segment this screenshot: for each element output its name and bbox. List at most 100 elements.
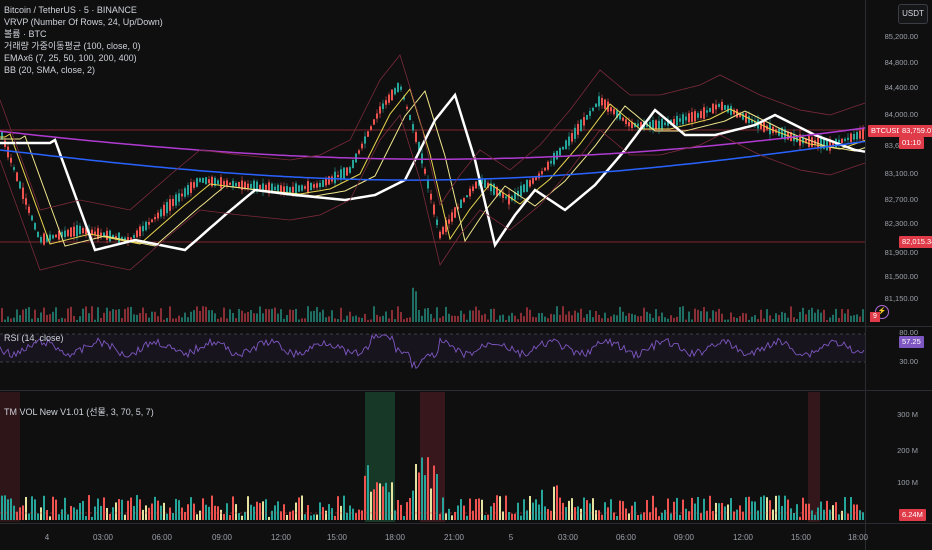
tm-vol-bar [478, 498, 480, 520]
candle-body [274, 186, 276, 191]
tm-vol-bar [805, 503, 807, 520]
volume-bar [316, 307, 318, 322]
candle-body [673, 119, 675, 124]
candle-body [514, 192, 516, 200]
volume-bar [748, 319, 750, 322]
volume-bar [283, 318, 285, 322]
tm-vol-bar [25, 496, 27, 520]
volume-bar [580, 308, 582, 322]
tm-vol-bar [835, 502, 837, 520]
tm-vol-bar [538, 504, 540, 520]
indicator-emax6[interactable]: EMAx6 (7, 25, 50, 100, 200, 400) [4, 53, 137, 63]
tm-vol-bar [472, 510, 474, 520]
candle-body [178, 193, 180, 202]
volume-bar [505, 319, 507, 322]
candle-body [277, 184, 279, 193]
tm-vol-bar [166, 513, 168, 520]
candle-body [418, 141, 420, 152]
volume-bar [34, 309, 36, 322]
volume-bar [649, 313, 651, 322]
candle-body [295, 183, 297, 195]
candle-body [226, 180, 228, 187]
volume-bar [673, 317, 675, 322]
indicator-vwma[interactable]: 거래량 가중이동평균 (100, close, 0) [4, 41, 141, 51]
candle-body [628, 122, 630, 127]
volume-bar [280, 309, 282, 322]
tm-vol-bar [649, 512, 651, 520]
tm-vol-bar [163, 502, 165, 520]
volume-bar [364, 313, 366, 322]
tm-vol-bar [622, 501, 624, 520]
tm-vol-bar [793, 512, 795, 520]
tm-vol-bar [481, 499, 483, 520]
candle-body [166, 202, 168, 214]
candle-body [160, 209, 162, 217]
tm-vol-bar [256, 501, 258, 520]
volume-bar [814, 312, 816, 322]
tm-vol-bar [424, 475, 426, 520]
tm-vol-bar [310, 515, 312, 520]
tm-vol-bar [826, 500, 828, 520]
tm-vol-bar [448, 508, 450, 520]
volume-bar [19, 315, 21, 322]
tm-vol-bar [730, 498, 732, 520]
time-label: 4 [44, 533, 50, 542]
tm-vol-bar [796, 504, 798, 520]
time-label: 03:00 [557, 533, 579, 542]
volume-bar [217, 318, 219, 322]
tm-vol-bar [820, 501, 822, 520]
candle-body [370, 126, 372, 130]
rsi-title[interactable]: RSI (14, close) [4, 333, 64, 343]
volume-bar [661, 312, 663, 322]
candle-body [13, 167, 15, 170]
symbol-title[interactable]: Bitcoin / TetherUS · 5 · BINANCE [4, 5, 137, 15]
volume-bar [196, 306, 198, 322]
volume-bar [349, 311, 351, 322]
tm-vol-bar [289, 511, 291, 520]
volume-bar [277, 313, 279, 322]
candle-body [238, 181, 240, 188]
tm-vol-bar [7, 499, 9, 520]
tm-vol-bar [595, 510, 597, 520]
tm-vol-bar [505, 495, 507, 520]
volume-bar [739, 316, 741, 322]
volume-bar [544, 316, 546, 322]
tm-vol-bar [412, 490, 414, 520]
volume-bar [289, 309, 291, 322]
indicator-bb[interactable]: BB (20, SMA, close, 2) [4, 65, 96, 75]
candle-body [553, 152, 555, 165]
vol-value-tag: 6.24M [899, 509, 926, 521]
tm-vol-bar [238, 513, 240, 520]
candle-body [271, 183, 273, 193]
candle-body [559, 148, 561, 156]
volume-bar [532, 316, 534, 322]
tm-vol-bar [49, 516, 51, 520]
candle-body [280, 185, 282, 193]
candle-body [121, 237, 123, 240]
indicator-vrvp[interactable]: VRVP (Number Of Rows, 24, Up/Down) [4, 17, 163, 27]
volume-bar [487, 319, 489, 322]
tm-vol-bar [577, 506, 579, 520]
tm-vol-bar [751, 501, 753, 520]
volume-bar [220, 317, 222, 322]
candle-body [832, 142, 834, 145]
tm-vol-bar [115, 502, 117, 520]
volume-bar [397, 306, 399, 322]
vol-label: 300 M [897, 410, 918, 419]
volume-bar [82, 308, 84, 322]
volume-bar [679, 307, 681, 322]
candle-body [682, 114, 684, 125]
tm-vol-bar [784, 495, 786, 520]
indicator-volume[interactable]: 볼륨 · BTC [4, 29, 47, 39]
candle-body [724, 105, 726, 110]
candle-body [676, 115, 678, 126]
candle-body [106, 230, 108, 240]
volume-bar [808, 309, 810, 322]
tm-vol-bar [613, 512, 615, 520]
tm-vol-bar [697, 496, 699, 520]
candle-body [169, 199, 171, 211]
candle-body [589, 110, 591, 116]
vol-pane-title[interactable]: TM VOL New V1.01 (선물, 3, 70, 5, 7) [4, 407, 154, 417]
currency-button[interactable]: USDT [898, 4, 928, 24]
